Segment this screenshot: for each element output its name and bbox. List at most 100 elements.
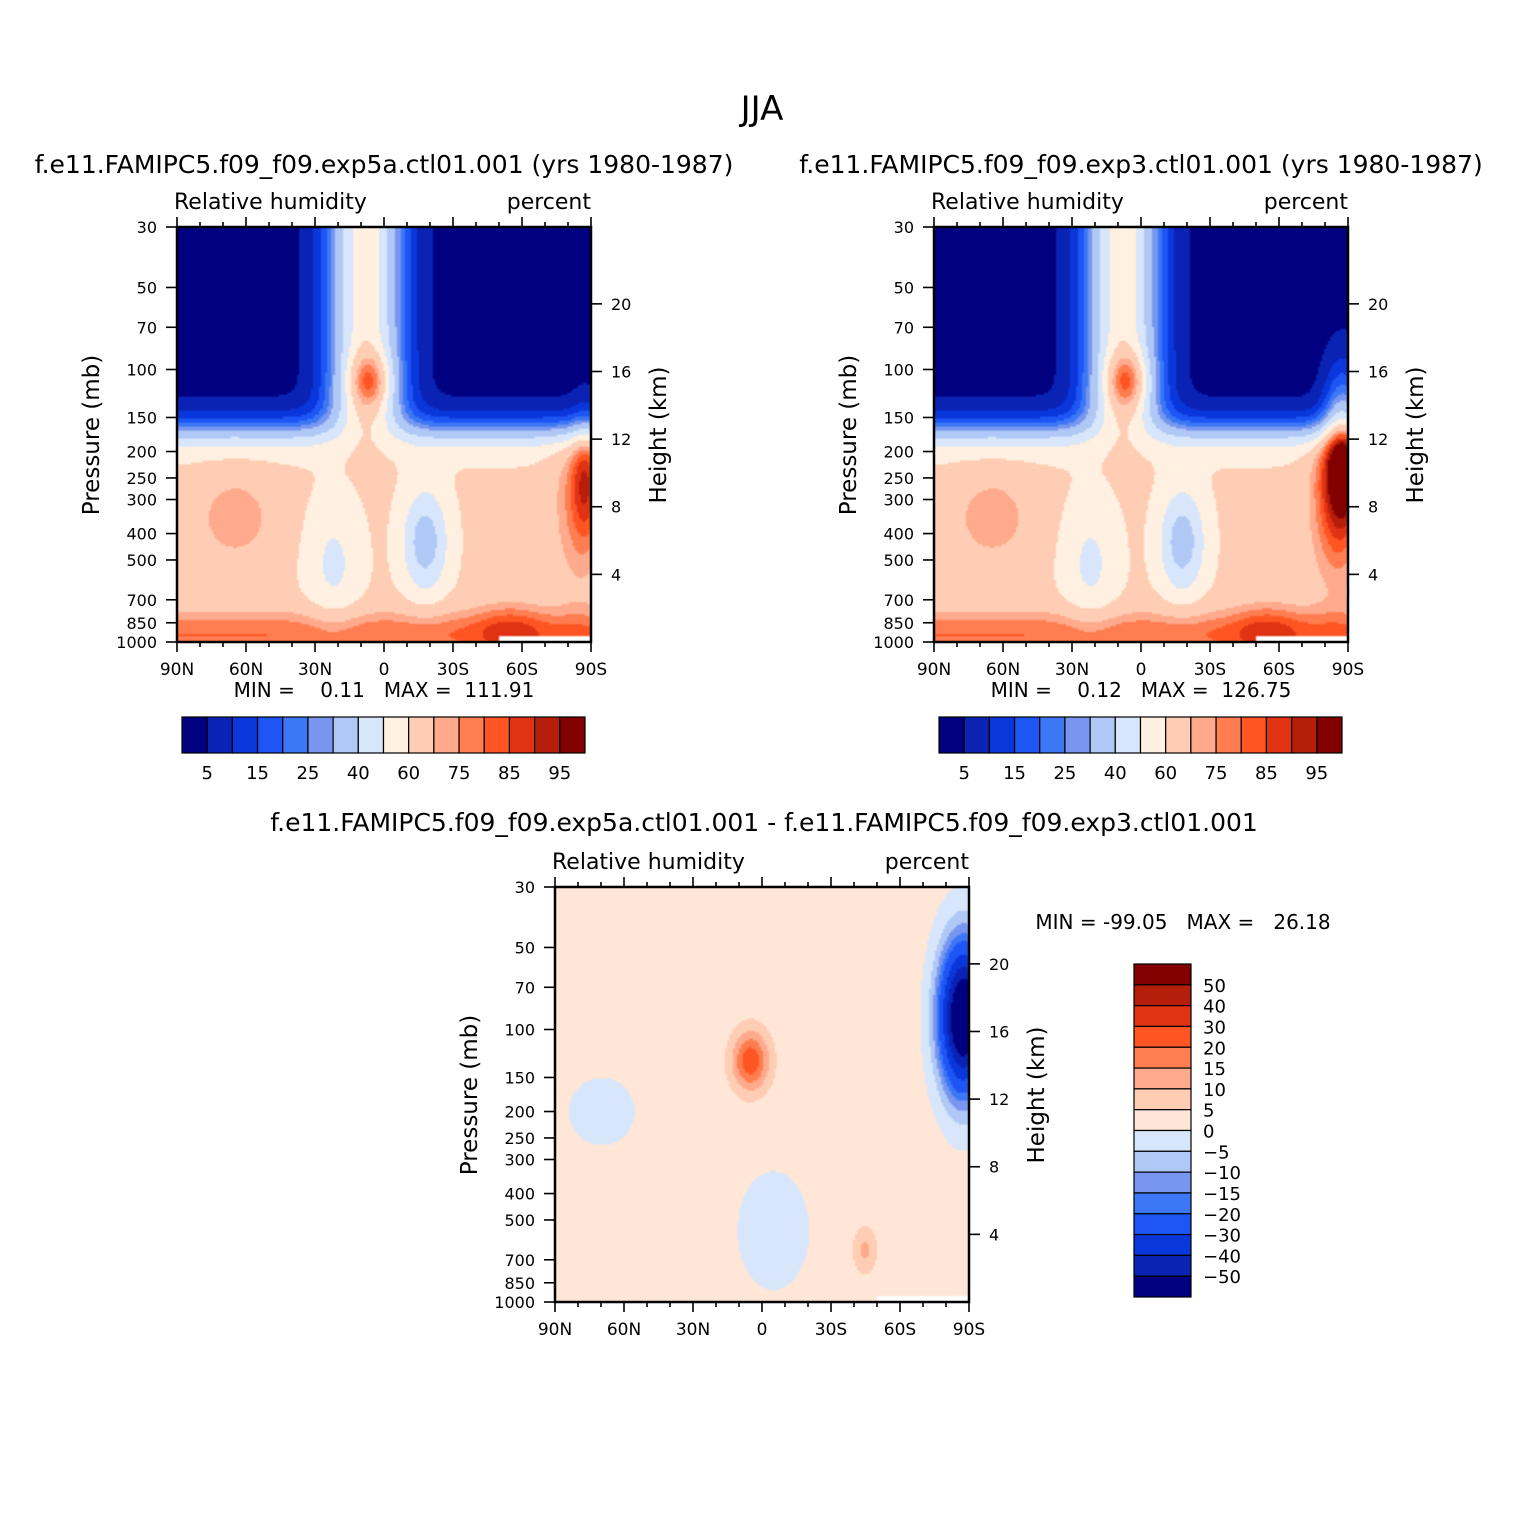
y-tick-label: 70 [515,978,535,997]
x-tick-label: 30N [676,1320,710,1340]
y-right-tick-label: 8 [989,1158,999,1177]
y-tick-label: 250 [126,469,157,488]
y-tick-label: 400 [126,525,157,544]
colorbar-box [1215,716,1242,754]
y-axis-label: Pressure (mb) [836,355,862,515]
colorbar-box [559,716,586,754]
y-tick-label: 100 [883,360,914,379]
y-right-tick-label: 16 [611,362,631,381]
x-tick-label: 60S [506,660,538,680]
colorbar-box [1133,1233,1192,1256]
colorbar-box [181,716,208,754]
colorbar-box [1133,1254,1192,1277]
right-subtitle: percent [1264,190,1349,215]
axes: 90N 60N 30N 0 30S 60S 90S 30 50 70 100 150 200 250 300… [873,217,1388,680]
colorbar-label: 20 [1203,1038,1226,1059]
colorbar-box [1133,1025,1192,1048]
y-tick-label: 150 [126,408,157,427]
y-right-tick-label: 4 [1368,565,1378,584]
colorbar-label: −10 [1203,1163,1241,1184]
colorbar-label: −40 [1203,1246,1241,1267]
colorbar-label: −50 [1203,1267,1241,1288]
colorbar-label: 40 [347,763,370,784]
y-tick-label: 300 [126,491,157,510]
colorbar-label: 60 [397,763,420,784]
colorbar-label: 60 [1154,763,1177,784]
right-subtitle: percent [507,190,592,215]
colorbar-box [1133,1067,1192,1090]
x-tick-label: 60S [1263,660,1295,680]
figure-title: JJA [739,89,784,129]
colorbar-box [1133,963,1192,986]
colorbar-label: 0 [1203,1122,1214,1143]
y-tick-label: 200 [883,443,914,462]
colorbar-label: −15 [1203,1184,1241,1205]
colorbar-label: 15 [1203,1059,1226,1080]
x-tick-label: 90N [160,660,194,680]
x-tick-label: 90S [575,660,607,680]
colorbar-box [1316,716,1343,754]
x-tick-label: 30S [1194,660,1226,680]
y-right-tick-label: 12 [611,430,631,449]
y-tick-label: 150 [504,1068,535,1087]
y-axis-label: Pressure (mb) [79,355,105,515]
y-tick-label: 300 [883,491,914,510]
panel-difference: f.e11.FAMIPC5.f09_f09.exp5a.ctl01.001 - … [270,808,1330,1340]
colorbar-box [1133,1150,1192,1173]
y-tick-label: 100 [504,1020,535,1039]
y-axis-label: Pressure (mb) [457,1015,483,1175]
y-tick-label: 50 [894,278,914,297]
colorbar-label: 85 [498,763,521,784]
panel-title: f.e11.FAMIPC5.f09_f09.exp5a.ctl01.001 (y… [35,150,734,179]
y-right-axis-label: Height (km) [1024,1026,1050,1163]
panel-title: f.e11.FAMIPC5.f09_f09.exp3.ctl01.001 (yr… [799,150,1482,179]
x-tick-label: 0 [1136,660,1147,680]
colorbar: 5 15 25 40 60 75 85 95 [938,716,1343,784]
y-tick-label: 1000 [494,1293,535,1312]
x-tick-label: 0 [379,660,390,680]
x-tick-label: 0 [757,1320,768,1340]
y-tick-label: 850 [504,1274,535,1293]
left-subtitle: Relative humidity [174,190,367,215]
y-tick-label: 70 [894,318,914,337]
colorbar-box [256,716,284,754]
y-right-tick-label: 16 [1368,362,1388,381]
colorbar-label: 30 [1203,1017,1226,1038]
colorbar-box [988,716,1016,754]
x-tick-label: 60N [607,1320,641,1340]
axes: 90N 60N 30N 0 30S 60S 90S 30 50 70 100 150 200 250 300… [116,217,631,680]
x-tick-label: 90N [538,1320,572,1340]
y-right-tick-label: 8 [1368,498,1378,517]
x-tick-label: 60N [986,660,1020,680]
colorbar-box [1133,1088,1192,1111]
colorbar-box [1114,716,1142,754]
y-right-tick-label: 20 [989,955,1009,974]
colorbar-label: 50 [1203,976,1226,997]
x-tick-label: 90S [1332,660,1364,680]
y-tick-label: 500 [504,1211,535,1230]
colorbar-box [1265,716,1293,754]
y-tick-label: 150 [883,408,914,427]
x-tick-label: 90N [917,660,951,680]
y-tick-label: 400 [504,1185,535,1204]
colorbar-label: 15 [1003,763,1026,784]
panel-exp5a: f.e11.FAMIPC5.f09_f09.exp5a.ctl01.001 (y… [35,150,734,784]
panel-title: f.e11.FAMIPC5.f09_f09.exp5a.ctl01.001 - … [270,808,1258,837]
colorbar-box [1133,1192,1192,1215]
y-right-tick-label: 8 [611,498,621,517]
y-tick-label: 850 [126,614,157,633]
y-right-tick-label: 12 [989,1090,1009,1109]
contour-field [934,227,1348,642]
y-tick-label: 250 [504,1129,535,1148]
colorbar-label: 75 [448,763,471,784]
colorbar-label: 5 [201,763,212,784]
y-tick-label: 30 [894,218,914,237]
y-right-axis-label: Height (km) [646,366,672,503]
colorbar-box [408,716,435,754]
colorbar-box [1133,1046,1192,1069]
colorbar-box [1013,716,1041,754]
y-right-tick-label: 4 [611,565,621,584]
y-tick-label: 30 [137,218,157,237]
colorbar-box [458,716,485,754]
